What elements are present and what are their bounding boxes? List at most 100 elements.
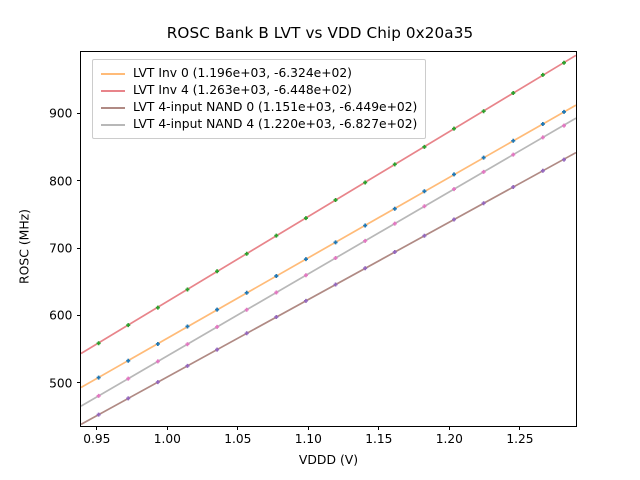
data-marker	[126, 358, 131, 363]
legend-item-3[interactable]: LVT 4-input NAND 4 (1.220e+03, -6.827e+0…	[99, 116, 417, 133]
y-tick-mark	[77, 314, 81, 316]
data-marker	[333, 282, 338, 287]
x-tick-mark	[378, 426, 380, 430]
data-marker	[155, 305, 160, 310]
series-0	[81, 104, 576, 389]
data-marker	[96, 412, 101, 417]
data-marker	[562, 60, 567, 65]
data-marker	[185, 363, 190, 368]
data-marker	[540, 168, 545, 173]
data-marker	[562, 123, 567, 128]
data-marker	[215, 347, 220, 352]
x-tick-mark	[96, 426, 98, 430]
data-marker	[96, 393, 101, 398]
x-tick-mark	[307, 426, 309, 430]
data-marker	[363, 266, 368, 271]
data-marker	[422, 204, 427, 209]
fit-line	[81, 117, 576, 407]
data-marker	[422, 233, 427, 238]
data-marker	[481, 201, 486, 206]
data-marker	[96, 375, 101, 380]
data-marker	[303, 273, 308, 278]
x-tick-label: 1.10	[294, 431, 322, 446]
data-marker	[422, 144, 427, 149]
data-marker	[392, 206, 397, 211]
data-marker	[452, 187, 457, 192]
data-layer	[81, 54, 576, 426]
x-tick-label: 1.15	[365, 431, 393, 446]
data-marker	[215, 307, 220, 312]
legend-label: LVT 4-input NAND 4 (1.220e+03, -6.827e+0…	[133, 117, 418, 132]
legend-item-1[interactable]: LVT Inv 4 (1.263e+03, -6.448e+02)	[99, 82, 417, 99]
legend-item-2[interactable]: LVT 4-input NAND 0 (1.151e+03, -6.449e+0…	[99, 99, 417, 116]
data-marker	[511, 138, 516, 143]
chart-title: ROSC Bank B LVT vs VDD Chip 0x20a35	[166, 24, 474, 42]
x-tick-mark	[519, 426, 521, 430]
data-marker	[155, 380, 160, 385]
data-marker	[215, 269, 220, 274]
x-tick-label: 1.00	[153, 431, 181, 446]
data-marker	[333, 240, 338, 245]
x-axis-label: VDDD (V)	[298, 452, 359, 467]
data-marker	[363, 180, 368, 185]
data-marker	[274, 274, 279, 278]
data-marker	[126, 376, 131, 381]
series-3	[81, 117, 576, 407]
data-marker	[185, 342, 190, 347]
data-marker	[126, 396, 131, 401]
data-marker	[244, 251, 249, 256]
data-marker	[392, 162, 397, 167]
data-marker	[511, 152, 516, 157]
legend-label: LVT Inv 4 (1.263e+03, -6.448e+02)	[133, 83, 352, 98]
x-tick-label: 1.20	[435, 431, 463, 446]
data-marker	[155, 341, 160, 346]
data-marker	[244, 331, 249, 336]
x-tick-label: 1.05	[224, 431, 252, 446]
y-axis-label: ROSC (MHz)	[16, 209, 32, 284]
y-tick-mark	[77, 112, 81, 115]
data-marker	[215, 324, 220, 329]
data-marker	[540, 121, 545, 126]
x-tick-mark	[237, 426, 239, 430]
plot-area: 500 600 700 800 900 0.95 1.00 1.05 1.10 1.15 1.20 1…	[49, 51, 577, 445]
data-marker	[274, 290, 279, 295]
data-marker	[392, 249, 397, 254]
data-marker	[481, 155, 486, 160]
data-marker	[540, 72, 545, 77]
legend-item-0[interactable]: LVT Inv 0 (1.196e+03, -6.324e+02)	[99, 65, 417, 82]
y-tick-label: 700	[49, 241, 73, 256]
plot-clip	[81, 52, 576, 426]
data-marker	[303, 216, 308, 221]
y-tick-label: 500	[49, 376, 73, 390]
legend[interactable]: LVT Inv 0 (1.196e+03, -6.324e+02) LVT Inv…	[92, 59, 427, 139]
fit-line	[81, 54, 576, 355]
data-marker	[452, 126, 457, 131]
data-marker	[333, 197, 338, 202]
legend-label: LVT Inv 0 (1.196e+03, -6.324e+02)	[133, 66, 352, 81]
data-marker	[452, 172, 457, 177]
data-marker	[511, 91, 516, 96]
legend-color-swatch	[101, 123, 125, 126]
x-tick-label: 1.25	[506, 431, 534, 446]
data-marker	[244, 290, 249, 295]
data-marker	[303, 298, 308, 303]
fit-line	[81, 151, 576, 426]
data-marker	[392, 221, 397, 226]
y-tick-label: 600	[49, 308, 73, 323]
data-marker	[562, 109, 567, 114]
data-marker	[155, 359, 160, 364]
series-2	[81, 151, 576, 426]
series-1	[81, 54, 576, 355]
legend-color-swatch	[101, 89, 125, 92]
data-marker	[126, 323, 131, 328]
data-marker	[363, 238, 368, 243]
legend-color-swatch	[101, 106, 125, 109]
data-marker	[511, 184, 516, 189]
data-marker	[422, 189, 427, 194]
data-marker	[452, 217, 457, 222]
data-marker	[96, 341, 101, 346]
data-marker	[562, 157, 567, 162]
x-tick-label: 0.95	[83, 431, 111, 446]
x-tick-mark	[166, 426, 168, 430]
